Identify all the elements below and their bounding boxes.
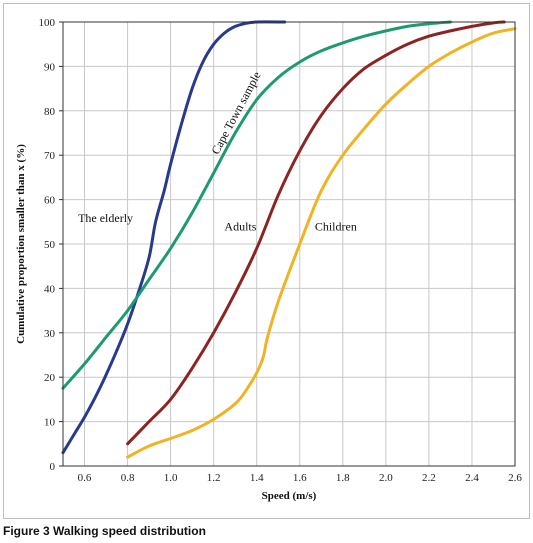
x-tick-label: 2.4 bbox=[465, 472, 479, 484]
y-tick-label: 50 bbox=[44, 239, 56, 251]
series-lines bbox=[61, 20, 517, 459]
x-tick-label: 0.8 bbox=[121, 472, 135, 484]
series-labels: The elderly Cape Town sample Adults Childre… bbox=[78, 69, 357, 234]
x-tick-label: 2.6 bbox=[508, 472, 522, 484]
series-line-adults bbox=[126, 20, 506, 446]
series-label-the-elderly: The elderly bbox=[78, 211, 133, 225]
y-tick-label: 10 bbox=[44, 417, 56, 429]
grid-lines bbox=[59, 21, 516, 467]
y-tick-label: 40 bbox=[44, 283, 56, 295]
x-tick-label: 2.2 bbox=[422, 472, 436, 484]
series-line-the-elderly bbox=[61, 20, 287, 455]
x-tick-label: 1.6 bbox=[293, 472, 307, 484]
y-tick-label: 80 bbox=[44, 106, 56, 118]
y-tick-labels: 0 10 20 30 40 50 60 70 80 90 100 bbox=[39, 17, 56, 473]
y-tick-label: 100 bbox=[39, 17, 56, 29]
x-tick-label: 1.2 bbox=[207, 472, 221, 484]
series-line-children bbox=[126, 27, 517, 459]
figure-caption: Figure 3 Walking speed distribution bbox=[3, 524, 206, 538]
y-tick-label: 30 bbox=[44, 328, 56, 340]
y-tick-label: 70 bbox=[44, 150, 56, 162]
walking-speed-chart: The elderly Cape Town sample Adults Childre… bbox=[15, 17, 523, 502]
x-tick-label: 1.8 bbox=[336, 472, 350, 484]
x-tick-label: 1.0 bbox=[164, 472, 178, 484]
series-label-adults: Adults bbox=[224, 220, 256, 234]
figure-frame: The elderly Cape Town sample Adults Childre… bbox=[3, 3, 530, 519]
y-tick-label: 20 bbox=[44, 372, 56, 384]
x-tick-label: 1.4 bbox=[250, 472, 264, 484]
plot-border bbox=[62, 21, 516, 467]
x-axis-title: Speed (m/s) bbox=[262, 490, 317, 502]
x-tick-labels: 0.6 0.8 1.0 1.2 1.4 1.6 1.8 2.0 2.2 2.4 2.6 bbox=[78, 472, 523, 484]
y-axis-title: Cumulative proportion smaller than x (%) bbox=[15, 144, 27, 344]
series-line-cape-town-sample bbox=[61, 20, 452, 390]
x-tick-label: 0.6 bbox=[78, 472, 92, 484]
x-tick-label: 2.0 bbox=[379, 472, 393, 484]
y-tick-label: 90 bbox=[44, 61, 56, 73]
y-tick-label: 60 bbox=[44, 195, 56, 207]
series-label-cape-town-sample: Cape Town sample bbox=[208, 69, 263, 156]
series-label-children: Children bbox=[315, 220, 357, 234]
y-tick-label: 0 bbox=[50, 461, 56, 473]
